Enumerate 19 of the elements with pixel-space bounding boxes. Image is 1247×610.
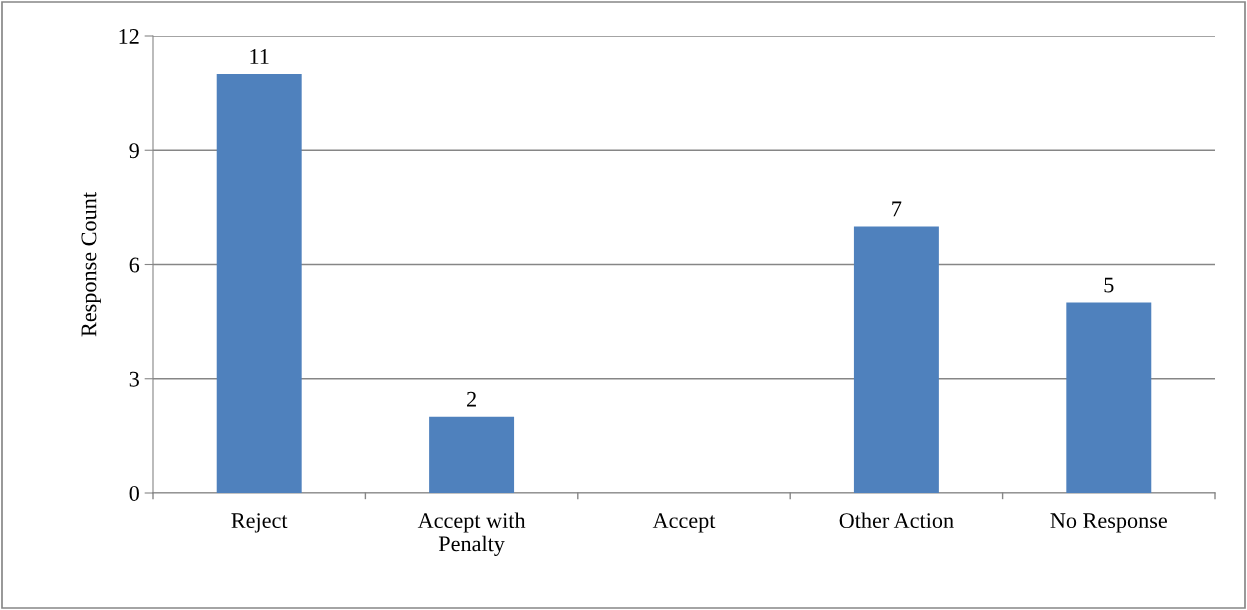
data-label: 11 <box>250 49 269 64</box>
y-tick-label: 3 <box>129 371 139 387</box>
bar <box>1066 302 1152 493</box>
x-tick-label: Other Action <box>839 512 954 529</box>
x-tick-label: Accept <box>652 513 716 533</box>
bar <box>216 74 302 493</box>
y-tick-label: 6 <box>129 257 140 273</box>
y-tick-label: 9 <box>129 143 139 159</box>
y-tick-label: 0 <box>129 485 139 501</box>
data-label: 2 <box>467 391 476 407</box>
x-tick-label: Reject <box>231 513 288 533</box>
y-tick-label: 12 <box>119 28 139 44</box>
x-tick-label: Accept with Penalty <box>417 512 526 556</box>
data-label: 5 <box>1104 277 1114 293</box>
y-axis-title: Response Count <box>81 192 101 337</box>
x-tick-label: No Response <box>1050 513 1167 533</box>
bar <box>429 416 515 493</box>
data-label: 7 <box>892 201 902 217</box>
bar <box>853 226 939 493</box>
